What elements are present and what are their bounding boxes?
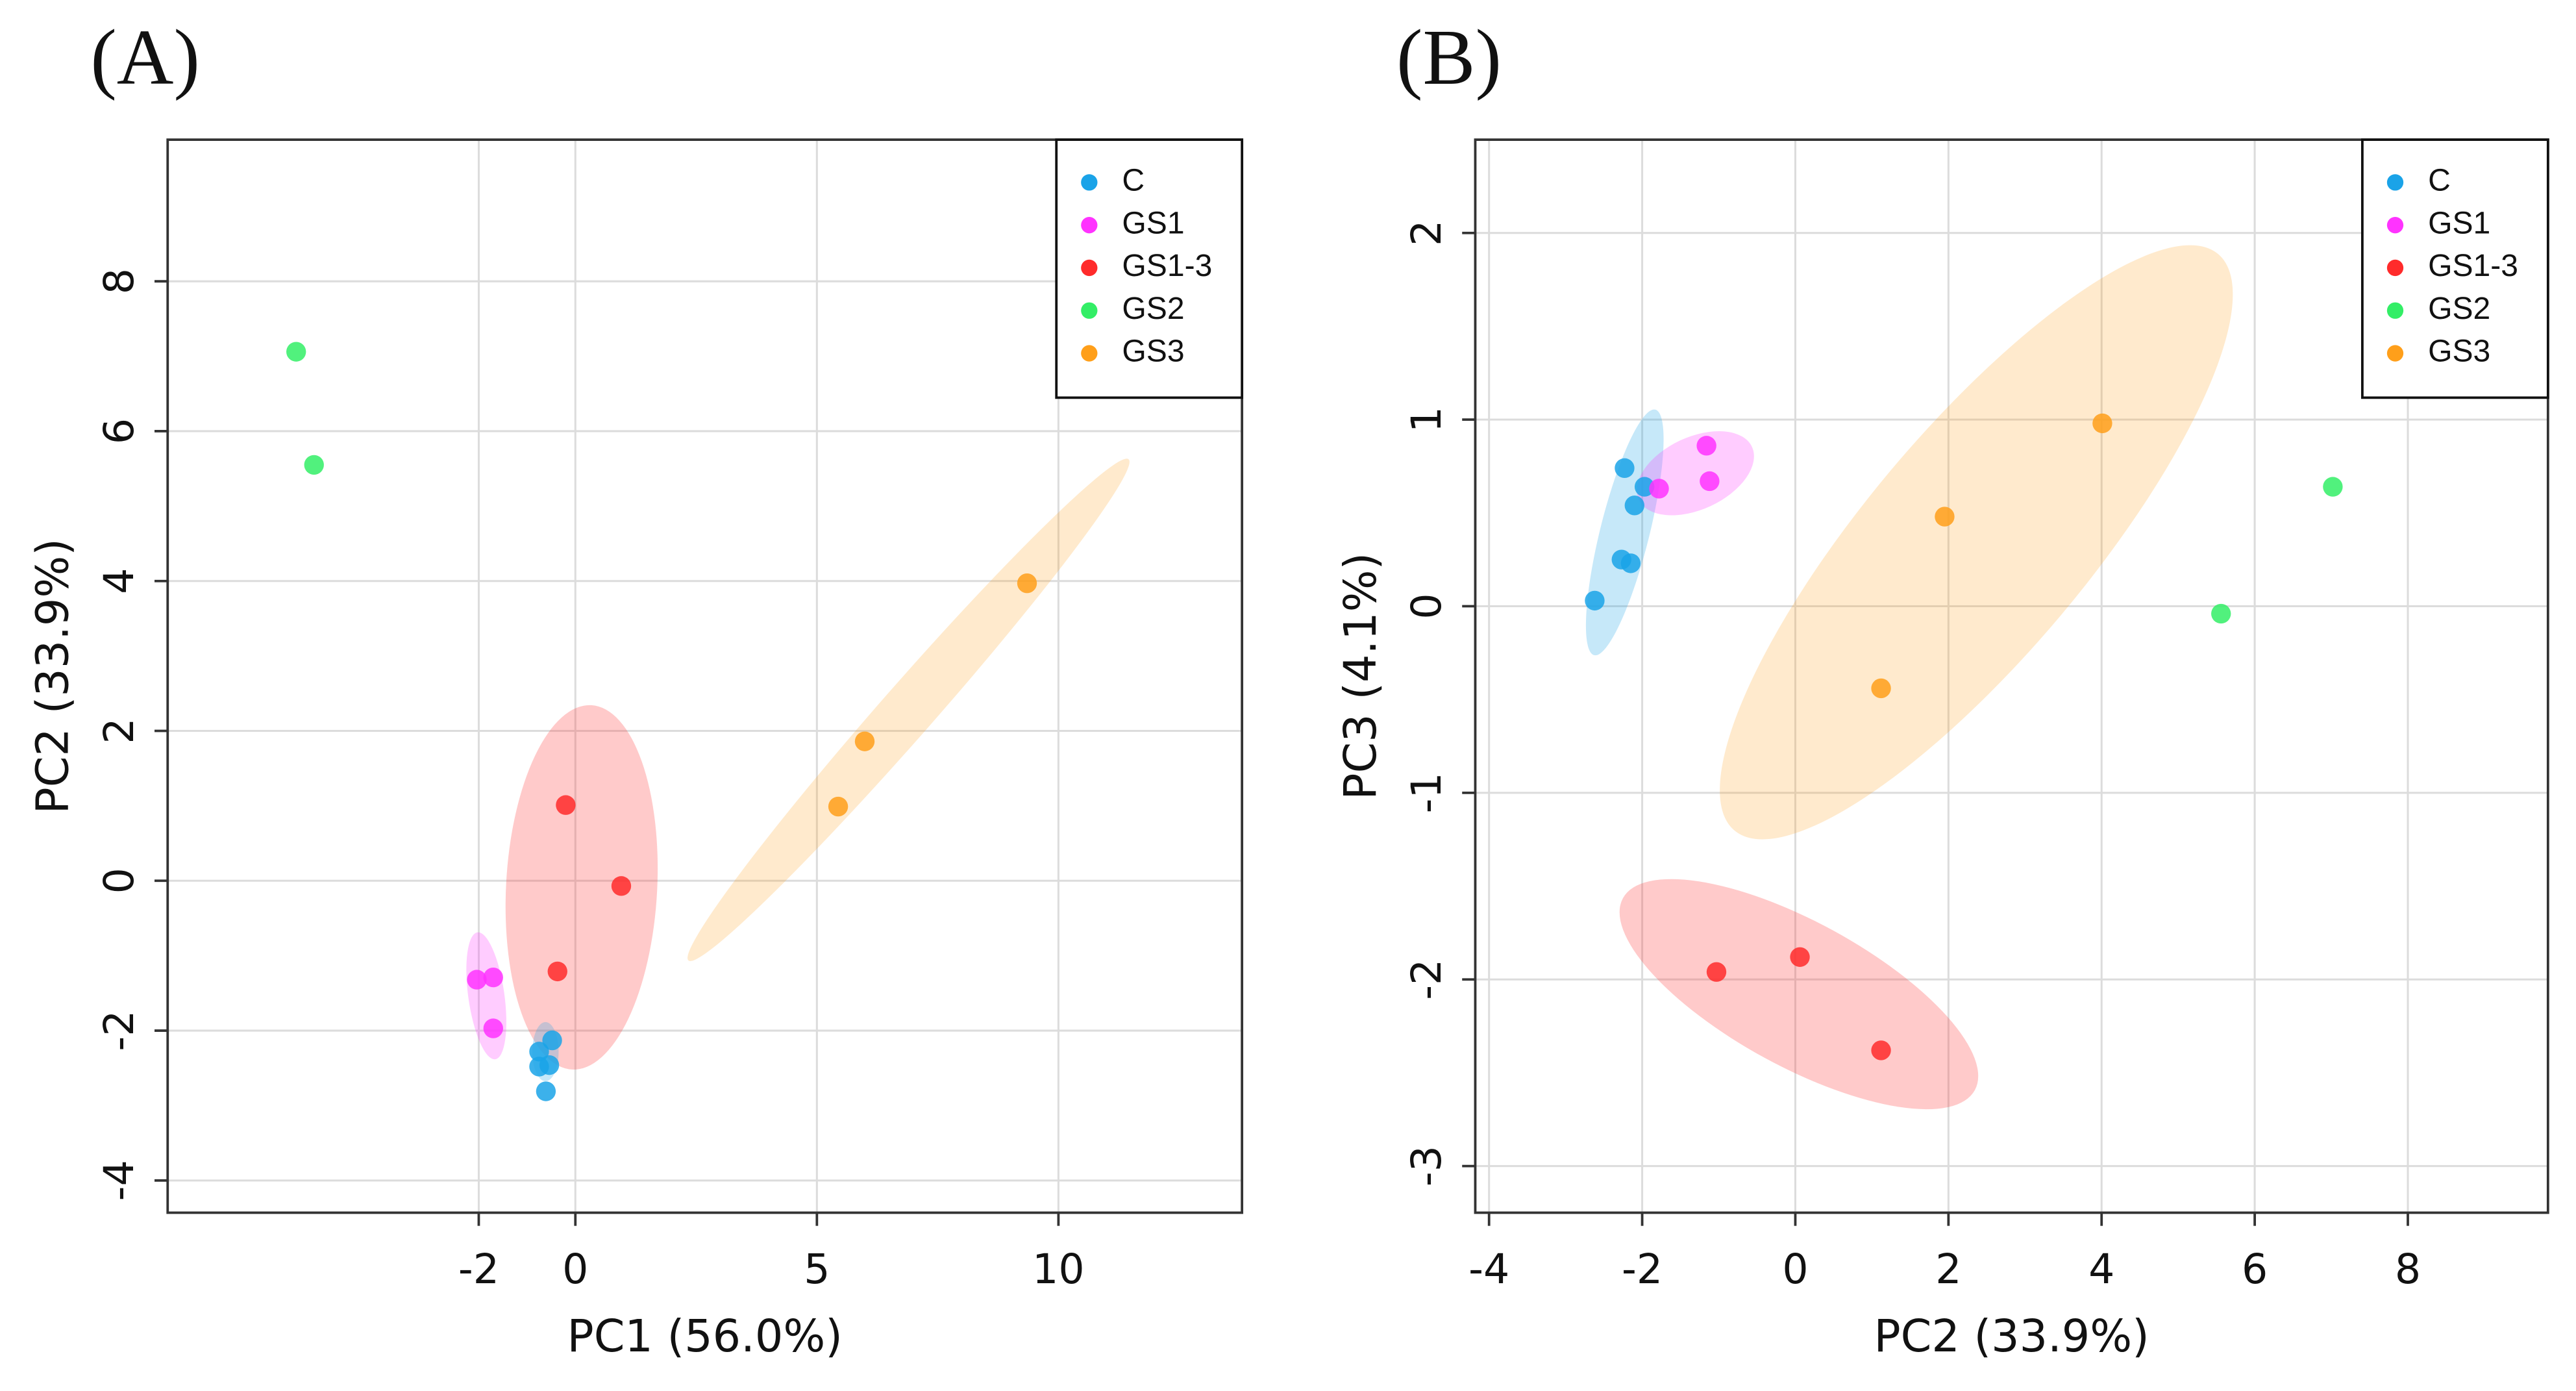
data-point: [1696, 436, 1716, 456]
legend-label: GS1: [2428, 205, 2490, 240]
y-axis-label: PC3 (4.1%): [1335, 553, 1387, 800]
legend-label: C: [2428, 163, 2451, 198]
data-point: [1615, 458, 1635, 479]
x-tick-label: 10: [1032, 1245, 1084, 1293]
data-point: [1620, 553, 1641, 573]
data-point: [1624, 495, 1644, 516]
data-point: [1634, 477, 1655, 497]
data-point: [1585, 590, 1605, 611]
legend-marker: [1081, 174, 1098, 191]
x-tick-label: 8: [2395, 1245, 2421, 1293]
x-tick-label: -4: [1468, 1245, 1509, 1293]
legend-label: GS3: [2428, 334, 2490, 369]
data-point: [542, 1030, 562, 1051]
data-point: [1700, 471, 1720, 492]
data-point: [529, 1042, 549, 1062]
ellipse: [1585, 409, 1664, 656]
y-tick-label: 4: [95, 568, 143, 594]
legend-label: GS1: [1122, 205, 1184, 240]
x-tick-label: -2: [458, 1245, 499, 1293]
x-tick-label: 0: [1782, 1245, 1808, 1293]
data-point: [483, 1018, 503, 1038]
y-tick-label: 1: [1402, 407, 1450, 432]
panel-label: (B): [1396, 14, 1502, 101]
y-tick-label: -1: [1402, 772, 1450, 813]
y-tick-label: 8: [95, 268, 143, 294]
y-tick-label: -2: [1402, 959, 1450, 1000]
data-point: [2211, 603, 2231, 624]
data-point: [467, 970, 487, 990]
y-tick-label: 2: [1402, 220, 1450, 246]
x-axis-label: PC2 (33.9%): [1874, 1311, 2149, 1362]
data-point: [1649, 479, 1669, 499]
data-point: [536, 1081, 556, 1101]
data-point: [2092, 413, 2112, 434]
data-point: [286, 342, 306, 362]
ellipse: [1720, 245, 2233, 840]
y-axis-label: PC2 (33.9%): [28, 538, 79, 814]
data-point: [611, 876, 632, 896]
x-axis-label: PC1 (56.0%): [567, 1311, 843, 1362]
legend-marker: [1081, 217, 1098, 234]
legend-label: GS2: [2428, 291, 2490, 326]
data-point: [854, 731, 875, 751]
legend-marker: [2386, 345, 2404, 362]
legend-label: GS1-3: [1122, 248, 1212, 283]
legend-marker: [2386, 217, 2404, 234]
data-point: [2323, 477, 2343, 497]
y-tick-label: 6: [95, 418, 143, 444]
data-point: [1871, 1040, 1891, 1060]
legend-marker: [2386, 259, 2404, 277]
x-tick-label: 6: [2242, 1245, 2268, 1293]
data-point: [1706, 962, 1727, 982]
data-point: [1935, 507, 1955, 527]
ellipse: [505, 705, 658, 1070]
plot-frame: [1474, 138, 2549, 1214]
data-point: [1017, 573, 1037, 594]
y-tick-label: -4: [95, 1160, 143, 1201]
y-tick-label: 0: [95, 868, 143, 894]
data-point: [483, 967, 503, 988]
x-tick-label: -2: [1622, 1245, 1663, 1293]
legend-marker: [1081, 259, 1098, 277]
panel-label: (A): [90, 14, 200, 101]
data-point: [304, 455, 324, 475]
legend-label: C: [1122, 163, 1145, 198]
plot-frame: [166, 138, 1244, 1214]
data-point: [529, 1057, 549, 1077]
y-tick-label: -2: [95, 1010, 143, 1051]
legend-marker: [1081, 302, 1098, 319]
data-point: [547, 961, 567, 982]
legend-marker: [1081, 345, 1098, 362]
data-point: [828, 796, 848, 817]
legend-label: GS3: [1122, 334, 1184, 369]
x-tick-label: 0: [562, 1245, 588, 1293]
legend-marker: [2386, 174, 2404, 191]
data-point: [556, 795, 576, 815]
x-tick-label: 5: [804, 1245, 830, 1293]
legend-label: GS2: [1122, 291, 1184, 326]
data-point: [1871, 678, 1891, 699]
x-tick-label: 2: [1935, 1245, 1961, 1293]
x-tick-label: 4: [2088, 1245, 2114, 1293]
y-tick-label: 2: [95, 718, 143, 744]
y-tick-label: -3: [1402, 1146, 1450, 1186]
legend-label: GS1-3: [2428, 248, 2518, 283]
y-tick-label: 0: [1402, 593, 1450, 619]
legend-marker: [2386, 302, 2404, 319]
data-point: [1790, 947, 1810, 967]
